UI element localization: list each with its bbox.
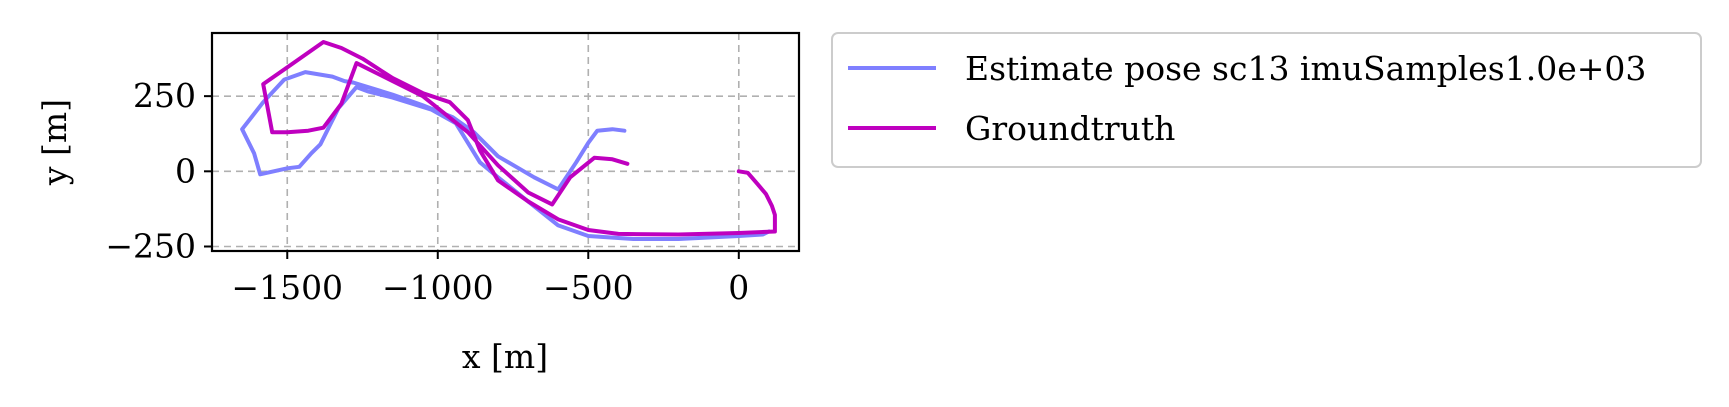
x-tick-label: −500: [543, 268, 634, 307]
x-ticks: −1500 −1000 −500 0: [231, 251, 749, 307]
series-line-groundtruth: [261, 40, 777, 237]
y-axis-label: y [m]: [35, 99, 74, 186]
y-ticks: −250 0 250: [105, 76, 212, 265]
plot-frame: [210, 31, 801, 253]
x-tick-label: −1500: [231, 268, 343, 307]
legend-label-estimate: Estimate pose sc13 imuSamples1.0e+03: [965, 49, 1646, 88]
legend: Estimate pose sc13 imuSamples1.0e+03 Gro…: [831, 32, 1702, 168]
series-layer: [240, 40, 777, 241]
legend-frame: [831, 32, 1702, 168]
x-tick-label: 0: [728, 268, 749, 307]
plot-background: [212, 33, 799, 251]
legend-label-groundtruth: Groundtruth: [965, 109, 1175, 148]
y-tick-label: 0: [175, 151, 196, 190]
y-tick-label: 250: [133, 76, 196, 115]
x-tick-label: −1000: [382, 268, 494, 307]
y-tick-label: −250: [105, 226, 196, 265]
x-axis-label: x [m]: [462, 337, 548, 376]
